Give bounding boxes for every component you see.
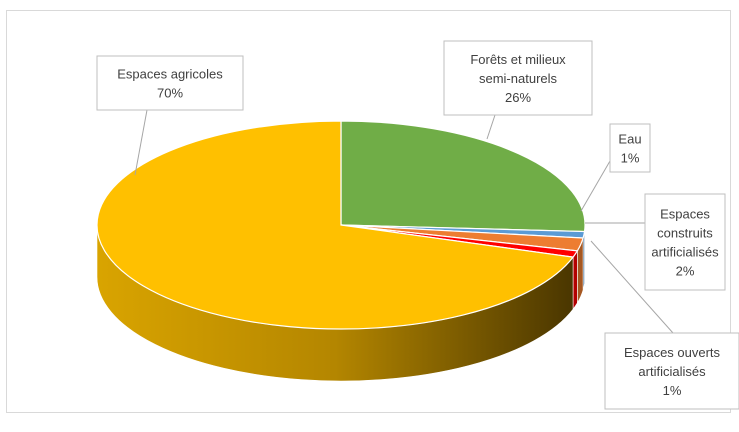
pie-layer	[97, 121, 585, 381]
callout-1: Eau 1%	[581, 124, 650, 211]
pie-slice-side-3	[573, 251, 577, 309]
leader-line-0	[487, 115, 495, 139]
data-label-name-3: artificialisés	[638, 364, 706, 379]
data-label-percent-0: 26%	[505, 90, 531, 105]
data-label-name-2: construits	[657, 226, 713, 241]
data-label-percent-1: 1%	[621, 151, 640, 166]
callout-2: Espaces construits artificialisés 2%	[585, 194, 725, 290]
chart-frame: Forêts et milieux semi-naturels 26% Eau 1% Es…	[6, 10, 731, 413]
data-label-name-2: artificialisés	[651, 245, 719, 260]
data-label-box-4	[97, 56, 243, 110]
data-label-percent-4: 70%	[157, 86, 183, 101]
data-label-percent-3: 1%	[663, 383, 682, 398]
pie-chart: Forêts et milieux semi-naturels 26% Eau 1% Es…	[7, 11, 739, 432]
leader-line-1	[581, 161, 610, 211]
data-label-name-4: Espaces agricoles	[117, 67, 223, 82]
data-label-name-0: semi-naturels	[479, 71, 558, 86]
data-label-percent-2: 2%	[676, 264, 695, 279]
data-label-name-0: Forêts et milieux	[470, 52, 566, 67]
callout-0: Forêts et milieux semi-naturels 26%	[444, 41, 592, 139]
data-label-name-1: Eau	[618, 132, 641, 147]
data-label-name-3: Espaces ouverts	[624, 345, 721, 360]
data-label-name-2: Espaces	[660, 207, 710, 222]
pie-slice-0	[341, 121, 585, 232]
